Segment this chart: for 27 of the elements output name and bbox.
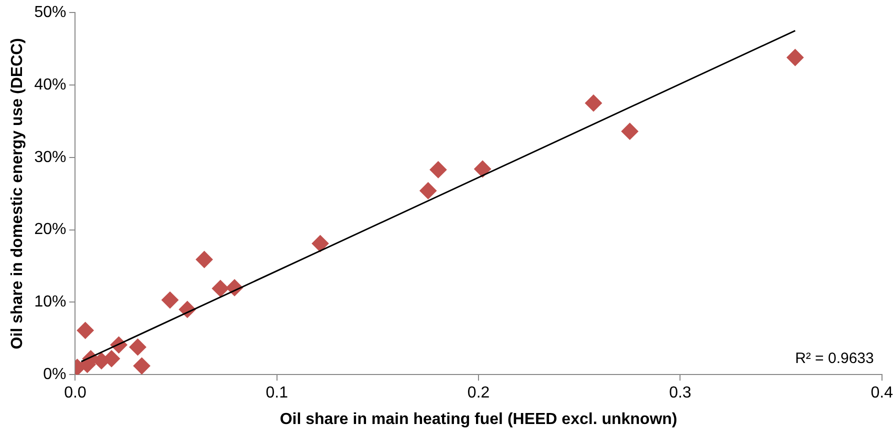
point <box>212 280 229 297</box>
point <box>76 322 94 339</box>
x-tick-label: 0.1 <box>266 384 288 402</box>
point <box>196 250 213 268</box>
point <box>133 357 150 374</box>
y-tick-label: 20% <box>34 221 66 238</box>
x-tick-label: 0.3 <box>669 384 692 402</box>
y-tick-label: 30% <box>34 148 66 166</box>
y-tick-label: 50% <box>34 4 66 22</box>
x-tick-label: 0.4 <box>870 384 894 402</box>
point <box>162 292 179 309</box>
y-axis-title: Oil share in domestic energy use (DECC) <box>9 38 26 350</box>
x-tick-label: 0.0 <box>64 384 86 402</box>
x-axis-title: Oil share in main heating fuel (HEED excl. unknown) <box>280 410 678 428</box>
point <box>312 235 329 252</box>
point <box>430 161 447 178</box>
y-tick-label: 0% <box>43 366 66 384</box>
annotation: R² = 0.9633 <box>795 350 874 368</box>
point <box>474 160 492 178</box>
y-tick-label: 10% <box>34 294 66 311</box>
y-tick-label: 40% <box>34 76 66 94</box>
point <box>420 182 437 200</box>
point <box>129 338 146 356</box>
point <box>585 94 602 112</box>
point <box>621 122 638 140</box>
x-tick-label: 0.2 <box>467 384 490 402</box>
point <box>786 48 804 66</box>
